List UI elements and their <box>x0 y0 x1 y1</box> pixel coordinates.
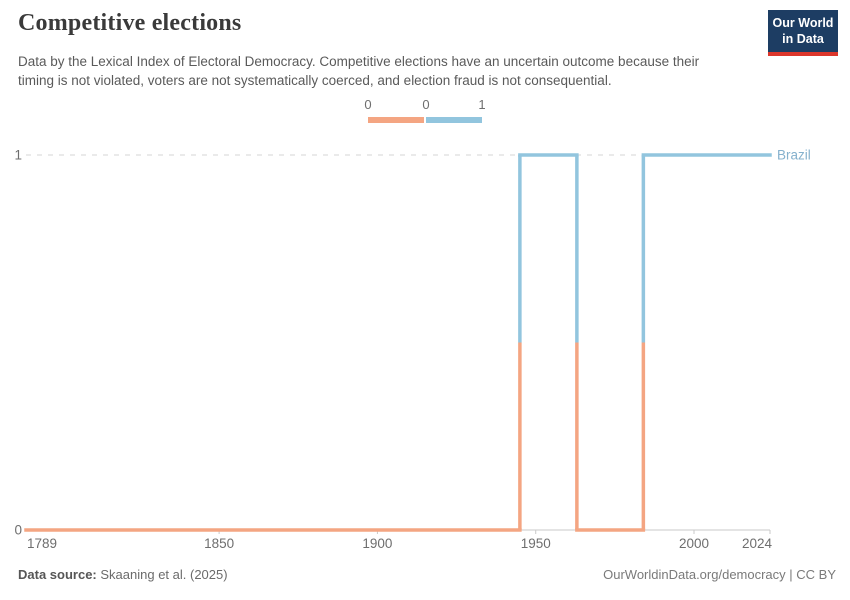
legend-segment-1[interactable] <box>426 117 482 123</box>
x-axis-label: 1850 <box>204 536 234 551</box>
data-source-label: Data source: <box>18 567 97 582</box>
data-source-value: Skaaning et al. (2025) <box>100 567 228 582</box>
legend-segment-0[interactable] <box>368 117 424 123</box>
series-label[interactable]: Brazil <box>777 148 811 163</box>
legend-tick-label: 0 <box>422 97 430 112</box>
legend-tick-label: 1 <box>478 97 486 112</box>
chart-subtitle: Data by the Lexical Index of Electoral D… <box>18 54 700 88</box>
footer-link[interactable]: OurWorldinData.org/democracy | CC BY <box>603 567 836 582</box>
owid-logo[interactable]: Our World in Data <box>768 10 838 57</box>
x-axis-label: 1789 <box>27 536 57 551</box>
page-title: Competitive elections <box>18 10 242 36</box>
owid-logo-line1: Our World <box>772 16 834 30</box>
y-axis-label: 0 <box>14 523 22 538</box>
x-axis-label: 2024 <box>742 536 773 551</box>
x-axis-label: 1900 <box>362 536 392 551</box>
chart-footer: Data source: Skaaning et al. (2025) OurW… <box>18 567 836 582</box>
data-source: Data source: Skaaning et al. (2025) <box>18 567 228 582</box>
x-axis-label: 2000 <box>679 536 709 551</box>
legend-tick-label: 0 <box>364 97 372 112</box>
x-axis-label: 1950 <box>521 536 551 551</box>
y-axis-label: 1 <box>14 148 22 163</box>
owid-logo-line2: in Data <box>782 31 824 46</box>
